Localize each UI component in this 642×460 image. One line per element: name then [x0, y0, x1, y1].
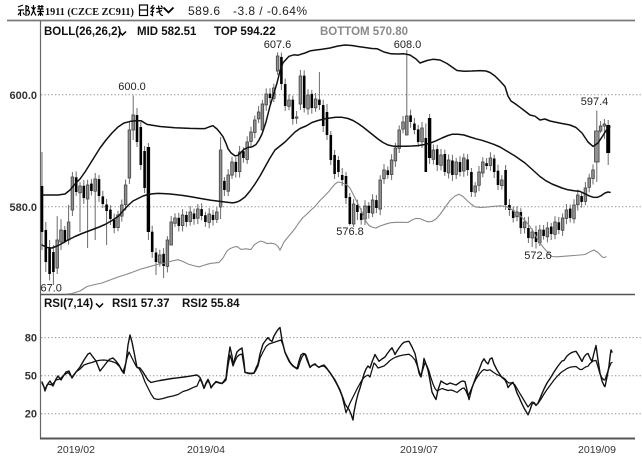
- svg-text:2019/09: 2019/09: [578, 444, 616, 456]
- svg-text:597.4: 597.4: [581, 96, 609, 108]
- svg-text:80: 80: [25, 333, 37, 345]
- svg-text:BOLL(26,26,2): BOLL(26,26,2): [44, 26, 121, 38]
- svg-text:572.6: 572.6: [524, 250, 552, 262]
- svg-text:MID 582.51: MID 582.51: [137, 26, 197, 38]
- svg-text:580.0: 580.0: [9, 202, 37, 214]
- svg-text:589.6: 589.6: [188, 4, 221, 18]
- svg-text:2019/04: 2019/04: [187, 444, 225, 456]
- svg-text:20: 20: [25, 409, 37, 421]
- svg-text:RSI1 57.37: RSI1 57.37: [112, 298, 170, 310]
- svg-text:50: 50: [25, 371, 37, 383]
- svg-text:TOP 594.22: TOP 594.22: [214, 26, 276, 38]
- svg-text:2019/02: 2019/02: [57, 444, 95, 456]
- svg-text:1911 (CZCE ZC911): 1911 (CZCE ZC911): [45, 7, 134, 18]
- svg-text:608.0: 608.0: [394, 39, 422, 51]
- svg-text:607.6: 607.6: [264, 39, 292, 51]
- svg-text:2019/07: 2019/07: [400, 444, 438, 456]
- svg-text:RSI2 55.84: RSI2 55.84: [182, 298, 240, 310]
- svg-text:600.0: 600.0: [9, 90, 37, 102]
- svg-text:67.0: 67.0: [41, 283, 62, 295]
- svg-text:-3.8 / -0.64%: -3.8 / -0.64%: [233, 4, 308, 18]
- svg-text:RSI(7,14): RSI(7,14): [44, 298, 93, 310]
- svg-text:BOTTOM 570.80: BOTTOM 570.80: [320, 26, 408, 38]
- svg-text:600.0: 600.0: [118, 81, 146, 93]
- svg-text:576.8: 576.8: [336, 226, 364, 238]
